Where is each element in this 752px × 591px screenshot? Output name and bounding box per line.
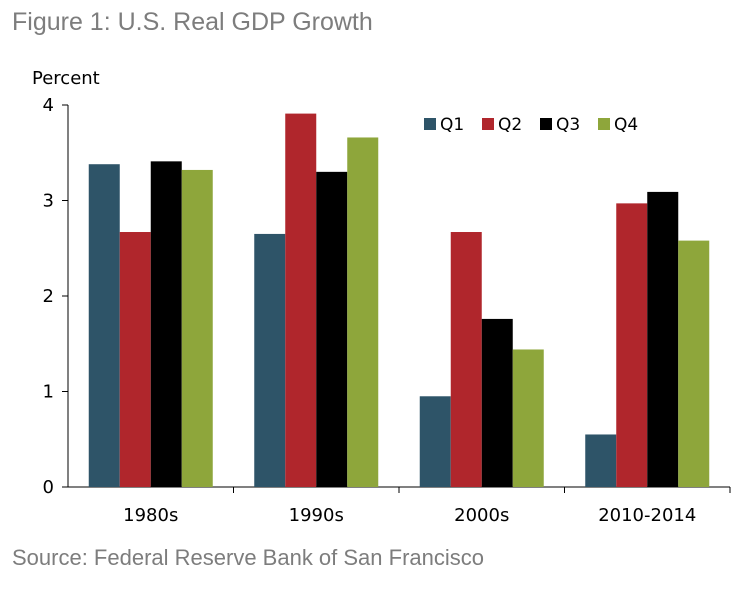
- bar-q4: [512, 349, 544, 487]
- y-tick-label: 2: [43, 286, 54, 307]
- x-tick-label: 2000s: [454, 505, 509, 526]
- legend-swatch-q3: [540, 118, 552, 130]
- bar-q1: [254, 233, 286, 487]
- bar-q2: [450, 232, 482, 487]
- y-tick-label: 3: [43, 191, 54, 212]
- y-axis-title: Percent: [32, 68, 100, 89]
- legend-label-q2: Q2: [498, 115, 522, 135]
- figure-source: Source: Federal Reserve Bank of San Fran…: [12, 545, 485, 570]
- bar-q4: [347, 137, 379, 487]
- bar-q2: [285, 113, 317, 487]
- y-tick-label: 4: [43, 95, 54, 116]
- bar-q4: [181, 169, 213, 487]
- bar-q1: [419, 396, 451, 487]
- chart-axes: 0 1 2 3 4 Percent 1980s 1990s 2000s 2010-2014: [32, 68, 731, 526]
- legend-label-q4: Q4: [614, 115, 638, 135]
- bar-q3: [316, 171, 348, 487]
- bar-q2: [119, 232, 151, 487]
- bar-q3: [647, 191, 679, 487]
- legend-swatch-q2: [482, 118, 494, 130]
- bar-q4: [678, 240, 710, 487]
- figure-title: Figure 1: U.S. Real GDP Growth: [12, 8, 373, 36]
- bar-q1: [585, 434, 617, 487]
- legend-swatch-q1: [424, 118, 436, 130]
- x-tick-label: 1980s: [123, 505, 178, 526]
- x-tick-label: 1990s: [289, 505, 344, 526]
- legend-label-q3: Q3: [556, 115, 580, 135]
- bar-q3: [481, 318, 513, 487]
- legend-label-q1: Q1: [440, 115, 464, 135]
- legend-swatch-q4: [598, 118, 610, 130]
- y-tick-label: 1: [43, 382, 54, 403]
- x-tick-label: 2010-2014: [598, 505, 696, 526]
- bar-q2: [616, 203, 648, 488]
- chart-legend: Q1 Q2 Q3 Q4: [424, 115, 638, 135]
- chart-bars: [88, 113, 710, 488]
- y-tick-label: 0: [43, 477, 54, 498]
- bar-q1: [88, 164, 120, 487]
- bar-q3: [150, 161, 182, 487]
